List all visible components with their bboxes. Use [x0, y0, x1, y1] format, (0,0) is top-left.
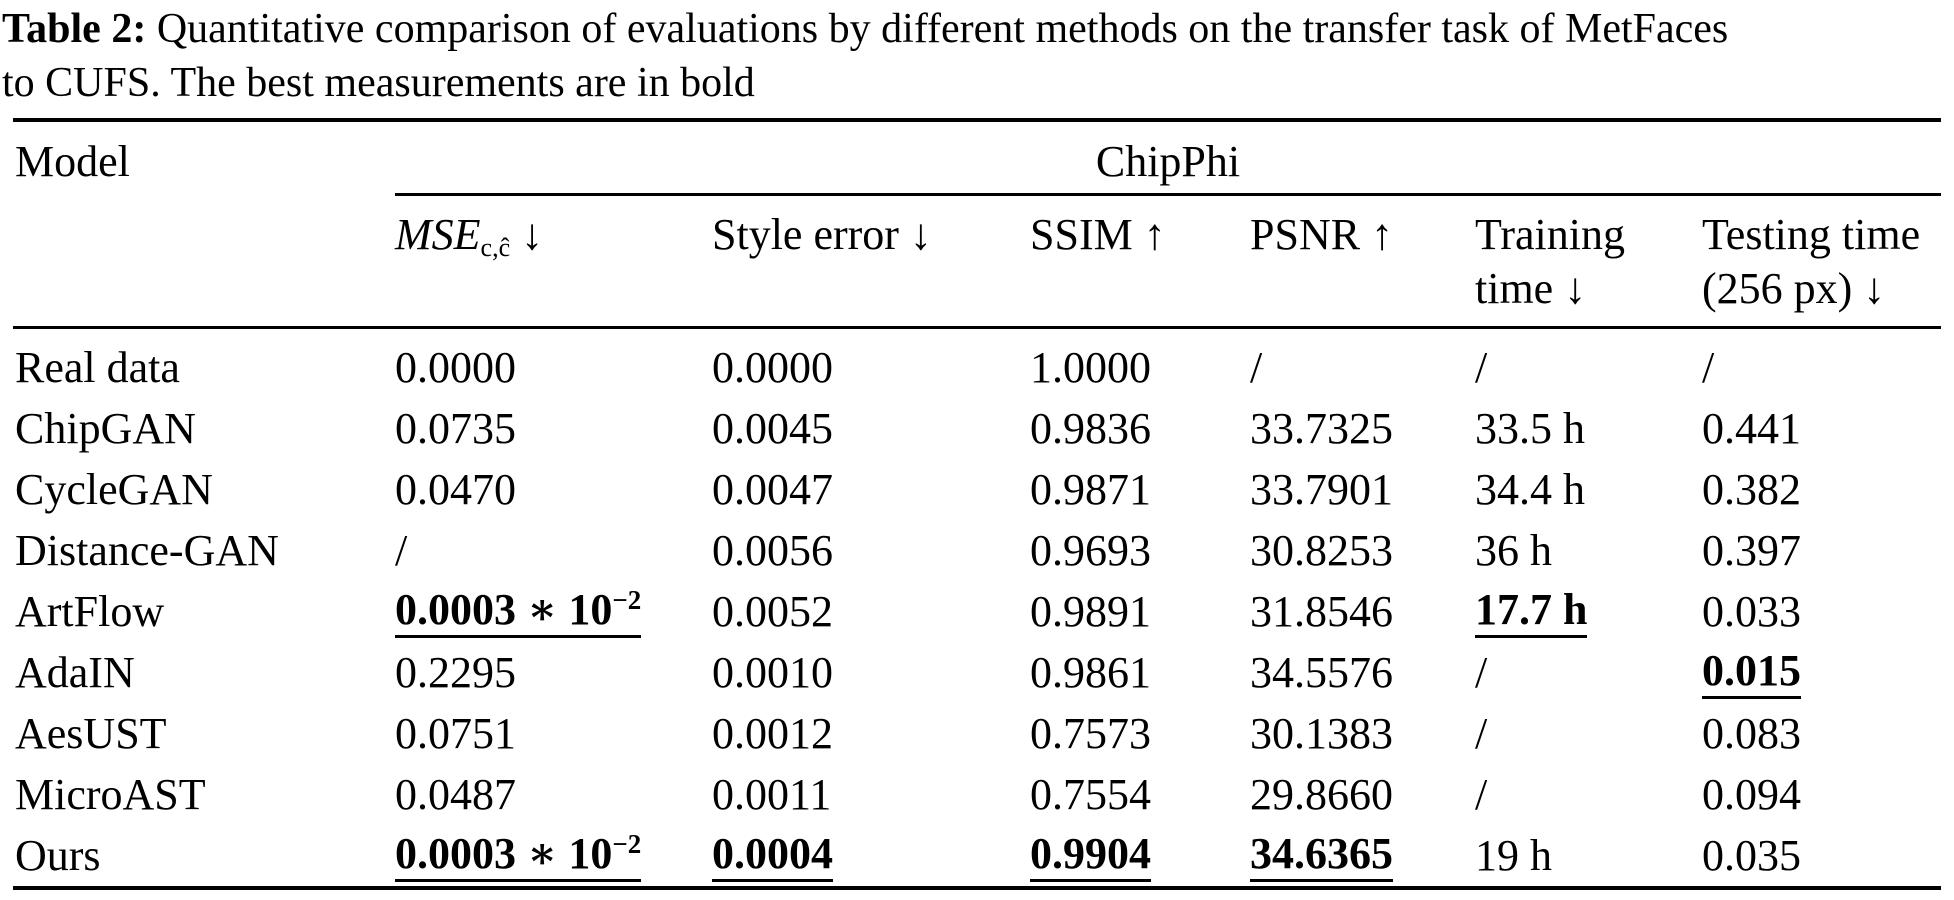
value-cell: 0.0045 [712, 403, 833, 453]
value-cell: 1.0000 [1030, 342, 1151, 392]
value-cell: / [1475, 342, 1488, 392]
table-body: Real data 0.0000 0.0000 1.0000 / / / ChipGAN 0.0… [13, 327, 1941, 888]
value-cell: 34.4 h [1475, 464, 1585, 514]
value-cell: 34.6365 [1250, 825, 1475, 888]
column-header-psnr: PSNR ↑ [1250, 194, 1475, 329]
value-cell: / [1250, 342, 1263, 392]
value-cell: 0.0047 [712, 464, 833, 514]
table-row: Real data 0.0000 0.0000 1.0000 / / / [13, 327, 1941, 398]
value-cell: 0.0000 [395, 342, 516, 392]
model-name: MicroAST [15, 769, 206, 819]
model-name: AesUST [15, 708, 167, 758]
model-name: Distance-GAN [15, 525, 279, 575]
value-cell: 0.441 [1702, 403, 1801, 453]
value-cell: 0.0751 [395, 708, 516, 758]
table-row: Ours 0.0003 ∗ 10−2 0.0004 0.9904 34.6365 19 h… [13, 825, 1941, 888]
value-cell: 0.0470 [395, 464, 516, 514]
table-row: AesUST 0.0751 0.0012 0.7573 30.1383 / 0.083 [13, 703, 1941, 764]
column-header-mse: MSEc,ĉ ↓ [395, 194, 712, 329]
value-cell: 0.0011 [712, 769, 832, 819]
results-table: Model ChipPhi MSEc,ĉ ↓ Style error ↓ SSIM … [13, 118, 1941, 890]
value-cell: 0.0052 [712, 586, 833, 636]
column-header-testing-time: Testing time (256 px) ↓ [1702, 194, 1941, 329]
value-cell: 0.0735 [395, 403, 516, 453]
model-name: Real data [15, 342, 180, 392]
model-name: Ours [15, 830, 101, 880]
table-row: CycleGAN 0.0470 0.0047 0.9871 33.7901 34.4 h 0… [13, 459, 1941, 520]
value-cell: 0.7573 [1030, 708, 1151, 758]
caption-line-2: to CUFS. The best measurements are in bo… [2, 60, 755, 106]
value-cell: 29.8660 [1250, 769, 1393, 819]
value-cell: 0.0487 [395, 769, 516, 819]
value-cell: 30.8253 [1250, 525, 1393, 575]
value-cell: / [1702, 342, 1715, 392]
value-cell: 0.0012 [712, 708, 833, 758]
value-cell: 0.015 [1702, 642, 1941, 703]
value-cell: 0.0000 [712, 342, 833, 392]
column-header-style-error: Style error ↓ [712, 194, 1030, 329]
value-cell: 36 h [1475, 525, 1552, 575]
value-cell: 17.7 h [1475, 581, 1702, 642]
value-cell: 0.397 [1702, 525, 1801, 575]
value-cell: 0.9693 [1030, 525, 1151, 575]
table-caption: Table 2: Quantitative comparison of eval… [0, 0, 1954, 110]
table-row: MicroAST 0.0487 0.0011 0.7554 29.8660 / 0.094 [13, 764, 1941, 825]
model-name: ArtFlow [15, 586, 165, 636]
caption-text: Quantitative comparison of evaluations b… [156, 6, 1729, 52]
model-name: CycleGAN [15, 464, 213, 514]
value-cell: 19 h [1475, 830, 1552, 880]
value-cell: 0.7554 [1030, 769, 1151, 819]
column-group-chipphi: ChipPhi [395, 120, 1941, 196]
value-cell: 0.382 [1702, 464, 1801, 514]
value-cell: 0.9861 [1030, 647, 1151, 697]
value-cell: 33.7901 [1250, 464, 1393, 514]
table-row: ArtFlow 0.0003 ∗ 10−2 0.0052 0.9891 31.8546 1… [13, 581, 1941, 642]
table-row: Distance-GAN / 0.0056 0.9693 30.8253 36 h 0.39… [13, 520, 1941, 581]
group-header-row: Model ChipPhi [13, 120, 1941, 329]
value-cell: 0.0010 [712, 647, 833, 697]
column-header-row: MSEc,ĉ ↓ Style error ↓ SSIM ↑ PSNR ↑ Trainin… [13, 194, 1941, 329]
model-name: AdaIN [15, 647, 135, 697]
value-cell: 0.9904 [1030, 825, 1250, 888]
value-cell: / [1475, 708, 1488, 758]
value-cell: 0.9836 [1030, 403, 1151, 453]
table-row: AdaIN 0.2295 0.0010 0.9861 34.5576 / 0.015 [13, 642, 1941, 703]
model-name: ChipGAN [15, 403, 196, 453]
caption-line-1: Table 2: Quantitative comparison of eval… [2, 2, 1954, 56]
value-cell: 0.2295 [395, 647, 516, 697]
column-header-model: Model [13, 120, 395, 329]
value-cell: 33.5 h [1475, 403, 1585, 453]
value-cell: / [1475, 647, 1488, 697]
value-cell: / [1475, 769, 1488, 819]
value-cell: 0.033 [1702, 586, 1801, 636]
value-cell: / [395, 525, 408, 575]
table-row: ChipGAN 0.0735 0.0045 0.9836 33.7325 33.5 h 0.… [13, 398, 1941, 459]
column-header-training-time: Training time ↓ [1475, 194, 1702, 329]
value-cell: 30.1383 [1250, 708, 1393, 758]
value-cell: 0.0056 [712, 525, 833, 575]
caption-table-number: Table 2: [2, 6, 147, 52]
value-cell: 0.0003 ∗ 10−2 [395, 825, 712, 888]
value-cell: 0.035 [1702, 830, 1801, 880]
value-cell: 31.8546 [1250, 586, 1393, 636]
value-cell: 0.083 [1702, 708, 1801, 758]
value-cell: 0.0003 ∗ 10−2 [395, 581, 712, 642]
value-cell: 33.7325 [1250, 403, 1393, 453]
value-cell: 0.094 [1702, 769, 1801, 819]
value-cell: 34.5576 [1250, 647, 1393, 697]
column-header-ssim: SSIM ↑ [1030, 194, 1250, 329]
value-cell: 0.0004 [712, 825, 1030, 888]
value-cell: 0.9871 [1030, 464, 1151, 514]
value-cell: 0.9891 [1030, 586, 1151, 636]
